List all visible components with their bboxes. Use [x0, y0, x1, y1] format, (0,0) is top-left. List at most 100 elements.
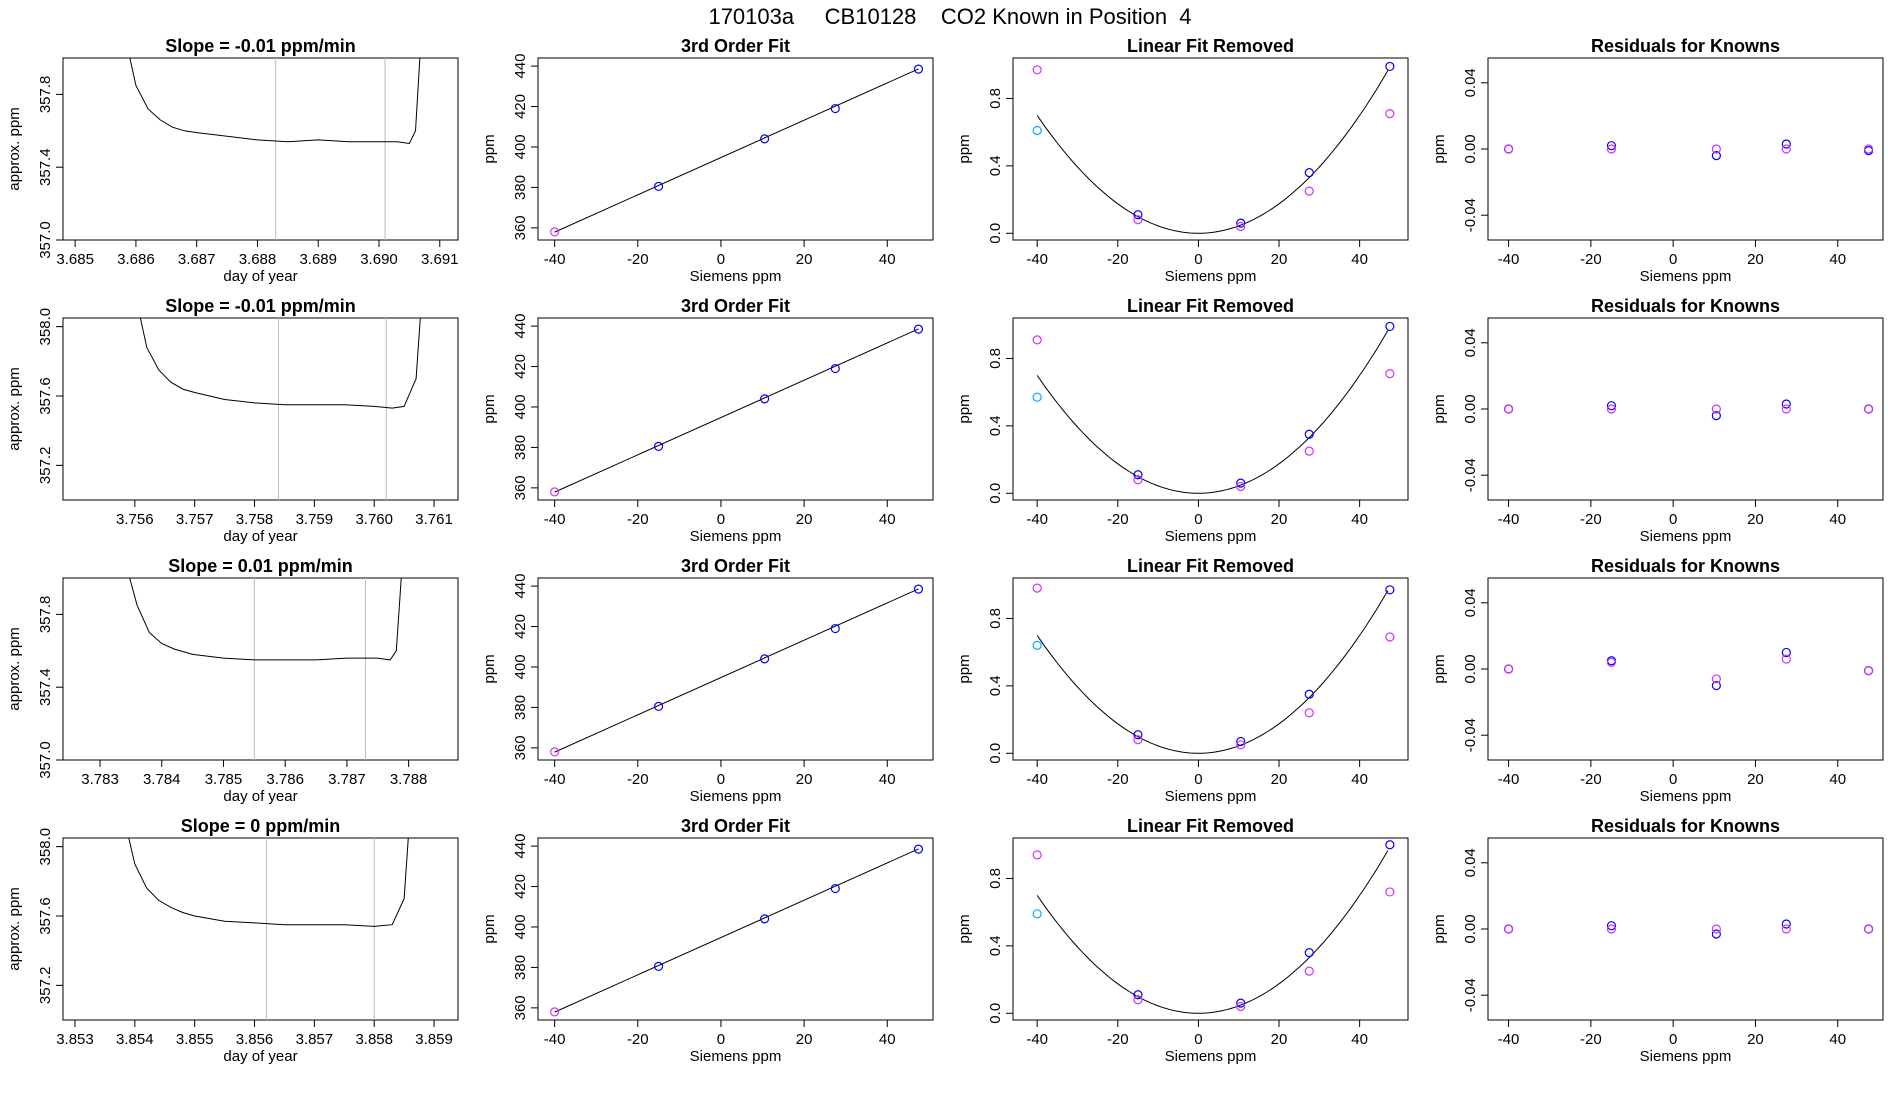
data-point	[653, 701, 664, 712]
y-tick-label: 360	[512, 995, 529, 1020]
panel-title: Linear Fit Removed	[1127, 296, 1294, 316]
y-tick-label: 0.00	[1462, 914, 1479, 943]
x-tick-label: 40	[1829, 1031, 1846, 1048]
x-tick-label: 0	[717, 771, 725, 788]
data-point	[1236, 736, 1246, 747]
data-point	[1781, 647, 1791, 658]
y-tick-label: 0.04	[1462, 68, 1479, 97]
data-point	[760, 914, 770, 924]
data-point	[1385, 321, 1395, 332]
plot-area	[1503, 919, 1874, 939]
data-point	[1236, 218, 1246, 228]
plot-frame	[62, 577, 459, 761]
x-tick-label: 3.854	[116, 1031, 154, 1048]
plot-area	[1503, 399, 1874, 421]
series-line	[129, 58, 421, 145]
y-axis-label: ppm	[956, 394, 973, 423]
y-axis-label: approx. ppm	[6, 107, 23, 190]
y-tick-label: -0.04	[1462, 198, 1479, 232]
plot-frame	[1012, 317, 1409, 501]
x-tick-label: -20	[627, 511, 649, 528]
panel-title: Slope = -0.01 ppm/min	[165, 296, 356, 316]
y-axis-label: ppm	[481, 394, 498, 423]
data-point	[830, 883, 840, 894]
plot-area	[550, 844, 924, 1017]
data-point	[1781, 919, 1791, 929]
y-tick-label: 357.6	[37, 897, 54, 935]
plot-frame	[537, 577, 934, 761]
data-point	[1711, 151, 1721, 161]
x-tick-label: -20	[1580, 1031, 1602, 1048]
plot-area	[1503, 139, 1874, 161]
y-tick-label: 0.04	[1462, 848, 1479, 877]
y-tick-label: 0.0	[987, 743, 1004, 764]
x-tick-label: 20	[796, 511, 813, 528]
y-tick-label: 0.8	[987, 868, 1004, 889]
y-tick-label: 0.4	[987, 935, 1004, 956]
x-tick-label: 20	[1271, 1031, 1288, 1048]
fit-line	[554, 848, 919, 1013]
y-axis-label: ppm	[956, 134, 973, 163]
plot-frame	[1012, 577, 1409, 761]
y-tick-label: 440	[512, 314, 529, 339]
data-point	[1781, 144, 1791, 154]
y-tick-label: 0.8	[987, 608, 1004, 629]
data-point	[1863, 144, 1874, 154]
x-tick-label: 40	[1829, 771, 1846, 788]
x-tick-label: -40	[1498, 771, 1520, 788]
data-point	[653, 961, 664, 972]
x-tick-label: 0	[717, 511, 725, 528]
x-tick-label: 20	[1747, 771, 1764, 788]
x-axis-label: Siemens ppm	[1640, 788, 1732, 805]
x-tick-label: 0	[1194, 251, 1202, 268]
x-tick-label: 20	[1271, 511, 1288, 528]
y-tick-label: 360	[512, 475, 529, 500]
data-point	[653, 441, 664, 452]
y-tick-label: 0.00	[1462, 654, 1479, 683]
panel-title: 3rd Order Fit	[681, 36, 790, 56]
data-point	[760, 394, 770, 404]
panel-title: Residuals for Knowns	[1591, 556, 1780, 576]
y-tick-label: 358.0	[37, 308, 54, 346]
plot-frame	[62, 57, 459, 241]
y-tick-label: -0.04	[1462, 458, 1479, 492]
x-tick-label: 3.853	[56, 1031, 94, 1048]
panel-3-2: 3rd Order Fit -40 -20 0 20 40 360 380 400 420 440 S…	[481, 556, 934, 805]
x-axis-label: day of year	[223, 268, 297, 285]
x-tick-label: 3.858	[355, 1031, 393, 1048]
x-tick-label: 3.785	[205, 771, 243, 788]
data-point	[1304, 708, 1314, 718]
y-axis-label: ppm	[481, 654, 498, 683]
data-point	[1385, 369, 1395, 379]
x-tick-label: 0	[1194, 771, 1202, 788]
x-tick-label: -40	[544, 251, 566, 268]
y-tick-label: 0.4	[987, 155, 1004, 176]
x-tick-label: 3.691	[421, 251, 459, 268]
data-point	[1304, 689, 1314, 699]
y-axis-label: approx. ppm	[6, 627, 23, 710]
x-tick-label: 3.758	[236, 511, 274, 528]
data-point	[1032, 583, 1042, 593]
figure-title: 170103a CB10128 CO2 Known in Position 4	[708, 4, 1192, 29]
y-tick-label: 360	[512, 215, 529, 240]
data-point	[1781, 139, 1791, 149]
data-point	[1032, 909, 1042, 919]
data-point	[1606, 404, 1617, 414]
y-tick-label: 380	[512, 435, 529, 460]
x-tick-label: 0	[1669, 511, 1677, 528]
data-point	[913, 844, 924, 854]
y-tick-label: 357.4	[37, 668, 54, 706]
data-point	[1304, 947, 1314, 958]
x-tick-label: -40	[1026, 251, 1048, 268]
x-tick-label: 0	[717, 251, 725, 268]
y-tick-label: 0.00	[1462, 394, 1479, 423]
x-tick-label: 0	[1194, 511, 1202, 528]
plot-frame	[1487, 57, 1884, 241]
panel-1-3: Linear Fit Removed -40 -20 0 20 40 0.0 0.4 0.8 Si…	[956, 36, 1409, 285]
x-tick-label: 0	[717, 1031, 725, 1048]
x-tick-label: 3.757	[176, 511, 214, 528]
panel-title: 3rd Order Fit	[681, 296, 790, 316]
plot-area	[1032, 583, 1395, 754]
x-tick-label: 40	[1351, 511, 1368, 528]
data-point	[1236, 478, 1246, 488]
